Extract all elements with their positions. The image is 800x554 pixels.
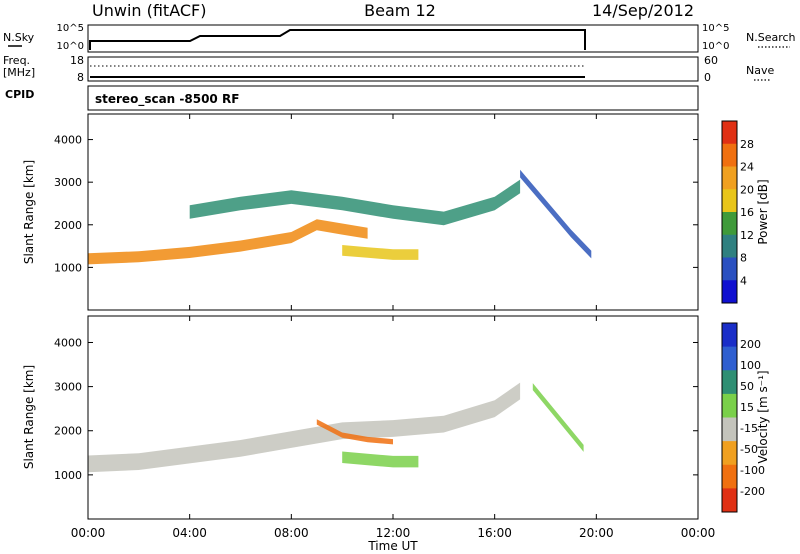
colorbar-swatch bbox=[722, 234, 737, 258]
y-tick-label: 2000 bbox=[54, 425, 82, 438]
echo-band bbox=[532, 383, 584, 452]
time-axis-label: Time UT bbox=[367, 539, 418, 553]
nsky-label: N.Sky bbox=[3, 31, 35, 44]
count-tick-lo-left: 10^0 bbox=[57, 41, 84, 52]
x-tick-label: 04:00 bbox=[172, 526, 207, 540]
x-tick-label: 00:00 bbox=[71, 526, 106, 540]
colorbar-tick-label: 4 bbox=[740, 274, 747, 287]
colorbar-tick-label: 28 bbox=[740, 138, 754, 151]
echo-band bbox=[88, 382, 521, 473]
colorbar-tick-label: 12 bbox=[740, 229, 754, 242]
echo-band bbox=[520, 169, 592, 259]
x-tick-label: 20:00 bbox=[579, 526, 614, 540]
count-tick-hi-right: 10^5 bbox=[702, 23, 729, 34]
echo-band bbox=[342, 451, 419, 468]
x-tick-label: 12:00 bbox=[376, 526, 411, 540]
x-tick-label: 16:00 bbox=[477, 526, 512, 540]
counts-panel-frame bbox=[87, 24, 699, 53]
colorbar-tick-label: -15 bbox=[740, 422, 758, 435]
freq-tick-18: 18 bbox=[70, 54, 84, 67]
colorbar-swatch bbox=[722, 257, 737, 281]
colorbar-swatch bbox=[722, 280, 737, 304]
count-tick-lo-right: 10^0 bbox=[702, 41, 729, 52]
colorbar-swatch bbox=[722, 464, 737, 489]
y-tick-label: 3000 bbox=[54, 381, 82, 394]
date-title: 14/Sep/2012 bbox=[592, 1, 694, 20]
colorbar-swatch bbox=[722, 346, 737, 371]
freq-label: Freq. bbox=[3, 54, 30, 67]
count-tick-hi-left: 10^5 bbox=[57, 23, 84, 34]
cpid-value: stereo_scan -8500 RF bbox=[95, 92, 239, 107]
echo-band bbox=[316, 419, 393, 445]
cpid-panel-frame bbox=[87, 85, 699, 111]
colorbar-swatch bbox=[722, 370, 737, 395]
power-colorbar: 4 8 12 16 20 24 28 bbox=[721, 120, 754, 304]
colorbar-tick-label: -200 bbox=[740, 485, 765, 498]
velocity-colorbar: 200 100 50 15 -15 -50 -100 -200 bbox=[721, 322, 765, 513]
power-yticks: 1000 2000 3000 4000 bbox=[54, 134, 698, 274]
colorbar-tick-label: 24 bbox=[740, 161, 754, 174]
colorbar-tick-label: 200 bbox=[740, 338, 761, 351]
colorbar-swatch bbox=[722, 417, 737, 442]
colorbar-swatch bbox=[722, 393, 737, 418]
colorbar-swatch bbox=[722, 212, 737, 236]
velocity-yticks: 1000 2000 3000 4000 bbox=[54, 336, 698, 482]
nsearch-label: N.Search bbox=[746, 31, 796, 44]
colorbar-swatch bbox=[722, 189, 737, 213]
colorbar-swatch bbox=[722, 166, 737, 190]
x-tick-label: 00:00 bbox=[681, 526, 716, 540]
velocity-ylabel: Slant Range [km] bbox=[22, 365, 36, 469]
echo-band bbox=[342, 245, 419, 260]
y-tick-label: 4000 bbox=[54, 134, 82, 147]
time-axis-ticks: 00:00 04:00 08:00 12:00 16:00 20:00 00:00 bbox=[71, 114, 716, 540]
nave-tick-0: 0 bbox=[704, 71, 711, 84]
station-title: Unwin (fitACF) bbox=[92, 1, 206, 20]
y-tick-label: 1000 bbox=[54, 261, 82, 274]
freq-tick-8: 8 bbox=[77, 71, 84, 84]
colorbar-tick-label: 50 bbox=[740, 380, 754, 393]
counts-trace bbox=[89, 29, 586, 50]
colorbar-tick-label: 15 bbox=[740, 401, 754, 414]
power-ylabel: Slant Range [km] bbox=[22, 160, 36, 264]
colorbar-frame bbox=[721, 120, 738, 304]
velocity-colorbar-label: Velocity [m s⁻¹] bbox=[756, 370, 770, 463]
colorbar-tick-label: 8 bbox=[740, 252, 747, 265]
freq-unit-label: [MHz] bbox=[3, 66, 35, 79]
colorbar-tick-label: 20 bbox=[740, 183, 754, 196]
y-tick-label: 3000 bbox=[54, 176, 82, 189]
velocity-panel-frame bbox=[87, 315, 699, 520]
colorbar-tick-label: -50 bbox=[740, 443, 758, 456]
echo-band bbox=[88, 219, 368, 265]
velocity-data bbox=[88, 382, 584, 473]
y-tick-label: 4000 bbox=[54, 336, 82, 349]
cpid-label: CPID bbox=[5, 88, 34, 101]
x-tick-label: 08:00 bbox=[274, 526, 309, 540]
colorbar-swatch bbox=[722, 143, 737, 167]
colorbar-swatch bbox=[722, 323, 737, 348]
power-colorbar-label: Power [dB] bbox=[756, 179, 770, 244]
freq-panel-frame bbox=[87, 56, 699, 82]
colorbar-tick-label: -100 bbox=[740, 464, 765, 477]
echo-band bbox=[189, 179, 521, 226]
colorbar-tick-label: 16 bbox=[740, 206, 754, 219]
nsky-trace-line bbox=[89, 29, 586, 50]
colorbar-swatch bbox=[722, 488, 737, 513]
power-data bbox=[88, 169, 592, 265]
colorbar-tick-label: 100 bbox=[740, 359, 761, 372]
colorbar-swatch bbox=[722, 441, 737, 466]
nave-tick-60: 60 bbox=[704, 54, 718, 67]
colorbar-swatch bbox=[722, 121, 737, 145]
y-tick-label: 1000 bbox=[54, 469, 82, 482]
nave-label: Nave bbox=[746, 64, 774, 77]
colorbar-frame bbox=[721, 322, 738, 513]
y-tick-label: 2000 bbox=[54, 219, 82, 232]
beam-title: Beam 12 bbox=[364, 1, 436, 20]
